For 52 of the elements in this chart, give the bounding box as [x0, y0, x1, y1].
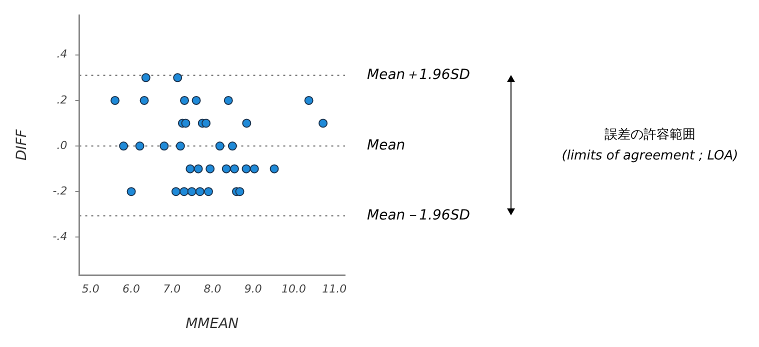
point: [173, 73, 182, 82]
y-tick-label: -.2: [52, 184, 68, 198]
point: [206, 164, 215, 174]
point: [119, 142, 128, 151]
point: [110, 96, 120, 105]
y-tick-label: .0: [56, 138, 68, 152]
point: [176, 142, 185, 151]
y-tick-label: .4: [56, 48, 68, 61]
x-axis-title: MMEAN: [186, 316, 240, 332]
point: [230, 164, 239, 174]
point: [224, 96, 233, 105]
x-tick-label: 10.0: [282, 282, 306, 296]
point: [270, 164, 279, 174]
x-tick-label: 9.0: [244, 282, 262, 296]
point: [180, 96, 189, 105]
x-tick-label: 7.0: [163, 282, 181, 296]
point: [304, 96, 314, 105]
point: [180, 187, 189, 196]
point: [187, 187, 196, 196]
point: [181, 118, 190, 128]
point: [171, 187, 180, 196]
ref-line-label: Mean: [367, 138, 406, 154]
text: 誤差の許容範囲: [604, 126, 696, 142]
ref-line-label: Mean－1.96SD: [367, 207, 470, 224]
ref-line-label: Mean＋1.96SD: [367, 67, 470, 84]
point: [215, 142, 224, 151]
y-axis-title: DIFF: [14, 128, 30, 161]
point: [192, 96, 201, 105]
point: [318, 118, 328, 128]
point: [141, 73, 150, 82]
x-tick-label: 6.0: [122, 282, 140, 296]
point: [250, 164, 259, 174]
x-tick-label: 11.0: [322, 282, 347, 296]
point: [140, 96, 149, 105]
y-tick-label: .2: [56, 93, 68, 106]
point: [160, 142, 169, 151]
x-tick-label: 8.0: [204, 282, 222, 296]
point: [135, 142, 144, 151]
point: [194, 164, 203, 174]
x-tick-label: 5.0: [82, 282, 100, 296]
point: [204, 187, 213, 196]
y-tick-label: -.4: [52, 230, 68, 244]
point: [186, 164, 195, 174]
text: (limits of agreement ; LOA): [562, 148, 738, 164]
point: [126, 187, 136, 196]
point: [222, 164, 231, 174]
point: [242, 118, 252, 128]
point: [202, 118, 211, 128]
point: [228, 142, 237, 151]
point: [195, 187, 204, 196]
point: [235, 187, 244, 196]
point: [242, 164, 251, 174]
